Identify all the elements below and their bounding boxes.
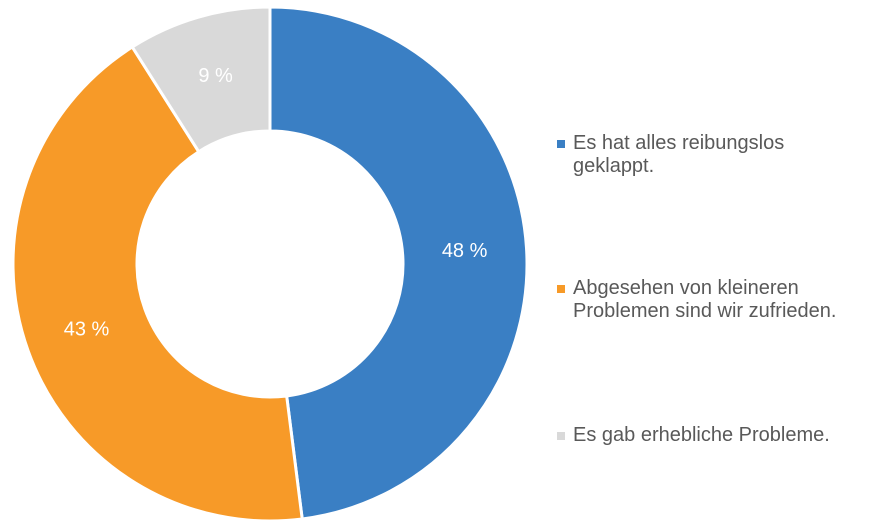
legend-item: Es gab erhebliche Probleme. [552, 424, 867, 447]
donut-segment [268, 5, 529, 520]
data-label: 48 % [442, 240, 488, 262]
donut-segment [11, 44, 304, 520]
legend: Es hat alles reibungslos geklappt. Abgese… [552, 0, 872, 520]
data-label: 43 % [64, 318, 110, 340]
legend-swatch [557, 432, 565, 440]
legend-swatch [557, 140, 565, 148]
legend-label: Es hat alles reibungslos geklappt. [573, 132, 785, 177]
legend-label: Es gab erhebliche Probleme. [573, 424, 830, 446]
legend-item: Es hat alles reibungslos geklappt. [552, 132, 867, 178]
data-label: 9 % [198, 65, 233, 87]
chart: 48 % 43 % 9 % [11, 5, 529, 520]
legend-swatch [557, 285, 565, 293]
legend-item: Abgesehen von kleineren Problemen sind w… [552, 277, 867, 323]
legend-label: Abgesehen von kleineren Problemen sind w… [573, 277, 837, 322]
donut-segment [130, 5, 272, 154]
